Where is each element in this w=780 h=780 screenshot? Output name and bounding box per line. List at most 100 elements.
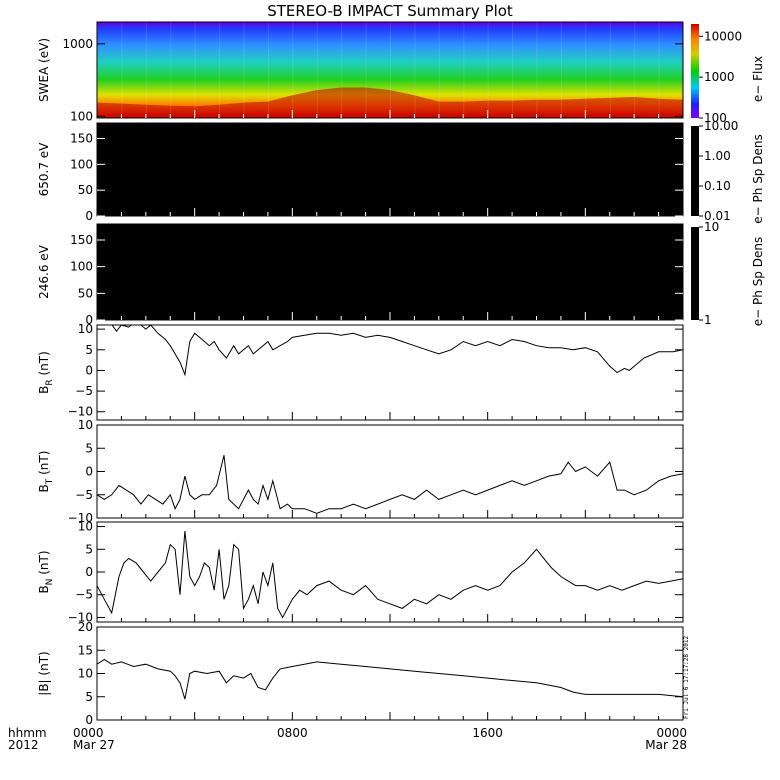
y-tick-label: 150 [70, 233, 93, 247]
spectrogram-column-edge [219, 22, 221, 118]
colorbar-tick-label: 1 [704, 313, 712, 327]
spectrogram-column-edge [658, 22, 660, 118]
spectrogram-column-edge [560, 22, 562, 118]
y-tick-label: 50 [78, 286, 93, 300]
y-tick-label: 0 [85, 465, 93, 479]
plot-area [97, 522, 683, 622]
spectrogram-column-edge [194, 22, 196, 118]
bmag-y-label: |B| (nT) [37, 651, 51, 695]
bt-y-label: BT (nT) [37, 451, 55, 493]
colorbar-tick-label: 0.01 [704, 209, 731, 223]
y-tick-label: 5 [85, 441, 93, 455]
y-tick-label: 1000 [62, 37, 93, 51]
spectrogram-hot-band [97, 87, 683, 118]
spectrogram-column-edge [316, 22, 318, 118]
colorbar-tick-label: 1.00 [704, 149, 731, 163]
panel-swea: 100 1000 SWEA (eV) 100 1000 10000 e− Flux [37, 21, 765, 125]
spectrogram-column-edge [341, 22, 343, 118]
spectrogram-column-edge [390, 22, 391, 118]
colorbar [691, 126, 699, 216]
y-tick-label: −5 [75, 384, 93, 398]
plot-title: STEREO-B IMPACT Summary Plot [267, 2, 513, 20]
y-tick-label: −10 [68, 610, 93, 624]
y-tick-label: 5 [85, 690, 93, 704]
y-tick-label: 100 [70, 260, 93, 274]
bmag-series-line [97, 658, 683, 700]
br-y-label: BR (nT) [37, 351, 55, 394]
y-tick-label: 5 [85, 343, 93, 357]
y-tick-label: 0 [85, 565, 93, 579]
colorbar [691, 227, 699, 320]
colorbar-tick-label: 1000 [704, 70, 735, 84]
panel-br: −10 −5 0 5 10 BR (nT) [37, 322, 684, 421]
y-tick-label: −5 [75, 488, 93, 502]
pitch-angle-image [97, 224, 683, 320]
y-tick-label: 100 [70, 157, 93, 171]
spectrogram-column-edge [243, 22, 245, 118]
x-tick-label: 0000 [73, 726, 104, 740]
pitch-angle-image [97, 123, 683, 216]
spectrogram-column-edge [536, 22, 538, 118]
x-tick-label: 1600 [472, 726, 503, 740]
x-tick-label: 0800 [277, 726, 308, 740]
spectrogram-column-edge [609, 22, 611, 118]
colorbar-tick-label: 10000 [704, 29, 742, 43]
bn-y-label: BN (nT) [37, 550, 55, 593]
y-tick-label: 0 [85, 209, 93, 223]
timestamp-stamp: Fri Jul 6 17:17:28 2012 [683, 636, 690, 719]
pad246-y-label: 246.6 eV [37, 244, 51, 299]
spectrogram-column-edge [463, 22, 465, 118]
swea-y-label: SWEA (eV) [37, 38, 51, 102]
y-tick-label: 100 [70, 109, 93, 123]
spectrogram-column-edge [145, 22, 147, 118]
y-tick-label: 15 [78, 643, 93, 657]
x-date-label: Mar 28 [645, 738, 687, 752]
spectrogram-column-edge [267, 22, 269, 118]
colorbar-label: e− Ph Sp Dens [751, 134, 765, 223]
y-tick-label: 0 [85, 363, 93, 377]
y-tick-label: 5 [85, 542, 93, 556]
panel-pad650: 0 50 100 150 650.7 eV 10.00 1.00 0.10 0.01 e− Ph … [37, 119, 765, 224]
colorbar-label: e− Flux [751, 56, 765, 102]
y-tick-label: 20 [78, 620, 93, 634]
plot-area [97, 425, 683, 518]
y-tick-label: 50 [78, 183, 93, 197]
spectrogram-column-edge [170, 22, 172, 118]
spectrogram-column-edge [414, 22, 416, 118]
pad650-y-label: 650.7 eV [37, 142, 51, 197]
x-tick-label: 0000 [656, 726, 687, 740]
colorbar [691, 24, 699, 118]
y-tick-label: 150 [70, 132, 93, 146]
spectrogram-column-edge [365, 22, 367, 118]
y-tick-label: −10 [68, 405, 93, 419]
spectrogram-column-edge [487, 22, 489, 118]
bt-series-line [97, 455, 683, 514]
panel-bmag: 0 5 10 15 20 |B| (nT) Fri Jul 6 17:17:28 2012 [37, 620, 690, 727]
panel-bn: −10 −5 0 5 10 BN (nT) [37, 520, 684, 624]
y-tick-label: 10 [78, 667, 93, 681]
y-tick-label: 0 [85, 313, 93, 327]
colorbar-tick-label: 10 [704, 220, 719, 234]
spectrogram-column-edge [634, 22, 636, 118]
y-tick-label: −5 [75, 588, 93, 602]
spectrogram-column-edge [438, 22, 440, 118]
x-year-label: 2012 [8, 738, 39, 752]
bn-series-line [97, 531, 683, 619]
plot-area [97, 627, 683, 720]
y-tick-label: 10 [78, 322, 93, 336]
colorbar-tick-label: 100 [704, 111, 727, 125]
colorbar-label: e− Ph Sp Dens [751, 237, 765, 326]
y-tick-label: 0 [85, 713, 93, 727]
x-date-label: Mar 27 [73, 738, 115, 752]
br-series-line [111, 325, 683, 377]
spectrogram-column-edge [585, 22, 587, 118]
panel-bt: −10 −5 0 5 10 BT (nT) [37, 418, 684, 525]
spectrogram-column-edge [512, 22, 514, 118]
colorbar-tick-label: 10.00 [704, 119, 738, 133]
plot-area [97, 325, 683, 420]
panel-pad246: 0 50 100 150 246.6 eV 10 1 e− Ph Sp Dens [37, 220, 765, 327]
colorbar-tick-label: 0.10 [704, 179, 731, 193]
